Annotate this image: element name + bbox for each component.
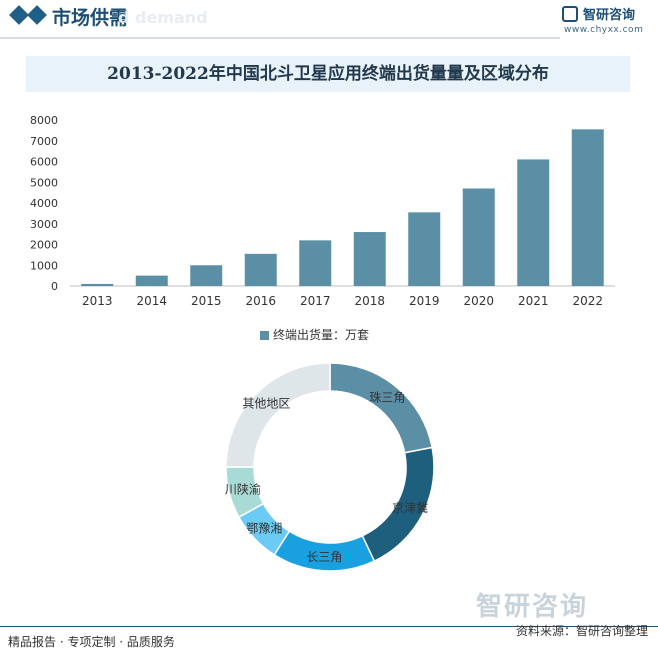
slice-label: 京津冀 (392, 501, 428, 515)
footer-divider (0, 626, 658, 627)
y-tick-label: 0 (51, 280, 58, 293)
donut-slice (225, 362, 331, 468)
bar (299, 240, 332, 286)
diamond-icon (9, 5, 29, 25)
chart-title-bar: 2013-2022年中国北斗卫星应用终端出货量量及区域分布 (26, 56, 630, 92)
diamond-icon (27, 5, 47, 25)
x-tick-label: 2018 (354, 294, 385, 308)
donut-slice (329, 362, 434, 454)
x-tick-label: 2013 (82, 294, 113, 308)
bar (81, 283, 114, 286)
ghost-text: d demand (118, 8, 208, 27)
logo-url: www.chyxx.com (564, 25, 644, 35)
slice-label: 其他地区 (242, 396, 290, 410)
bar-chart: 0 1000 2000 3000 4000 5000 6000 7000 8000 2013 201… (30, 114, 615, 308)
x-tick-label: 2021 (518, 294, 549, 308)
bar (571, 129, 604, 286)
legend: 终端出货量：万套 (260, 326, 369, 343)
bar (190, 265, 223, 286)
x-tick-label: 2022 (572, 294, 603, 308)
y-tick-label: 6000 (30, 156, 58, 169)
slice-label: 川陕渝 (225, 481, 261, 496)
bar (135, 275, 168, 286)
slice-label: 长三角 (306, 550, 342, 564)
y-tick-label: 1000 (30, 259, 58, 272)
y-tick-label: 7000 (30, 135, 58, 148)
x-tick-label: 2015 (191, 294, 222, 308)
x-tick-label: 2017 (300, 294, 331, 308)
bar (244, 253, 277, 286)
footer-slogan: 精品报告 · 专项定制 · 品质服务 (8, 635, 175, 649)
y-tick-label: 5000 (30, 176, 58, 189)
x-tick-label: 2014 (136, 294, 167, 308)
legend-label: 终端出货量：万套 (273, 328, 370, 342)
bar (353, 232, 386, 286)
y-tick-label: 2000 (30, 239, 58, 252)
bar (462, 188, 495, 286)
source-note: 资料来源：智研咨询整理 (515, 624, 648, 638)
slice-label: 珠三角 (369, 391, 405, 405)
logo: 智研咨询 www.chyxx.com (562, 4, 652, 38)
logo-icon (562, 6, 578, 22)
section-title: 市场供需 (52, 7, 129, 29)
x-tick-label: 2020 (463, 294, 494, 308)
x-tick-label: 2019 (409, 294, 440, 308)
legend-swatch (260, 331, 269, 340)
bar (408, 212, 441, 286)
slice-label: 鄂豫湘 (246, 521, 282, 536)
header: 市场供需 d demand 智研咨询 www.chyxx.com (0, 0, 658, 40)
bar (517, 159, 550, 286)
y-tick-label: 3000 (30, 218, 58, 231)
x-tick-label: 2016 (245, 294, 276, 308)
logo-name: 智研咨询 (583, 8, 636, 23)
chart-title: 2013-2022年中国北斗卫星应用终端出货量量及区域分布 (107, 64, 549, 84)
y-tick-label: 8000 (30, 114, 58, 127)
watermark: 智研咨询 (476, 592, 589, 622)
y-tick-label: 4000 (30, 197, 58, 210)
header-divider (0, 37, 560, 39)
